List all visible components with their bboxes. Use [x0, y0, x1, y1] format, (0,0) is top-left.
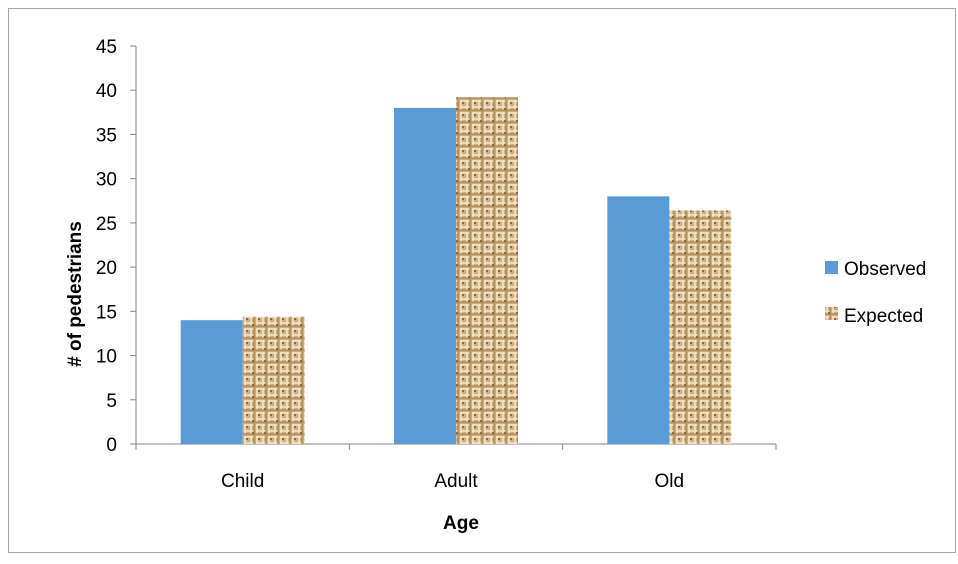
bar-observed-adult: [394, 107, 456, 445]
y-tick-label: 10: [96, 347, 117, 368]
y-axis: [130, 45, 137, 445]
y-tick-label: 35: [96, 125, 117, 146]
x-tick-label-child: Child: [221, 471, 264, 492]
x-axis-title: Age: [443, 513, 479, 534]
y-tick-labels: 0 5 10 15 20 25 30 35 40 45: [96, 37, 117, 456]
x-axis: [135, 443, 777, 450]
y-tick-label: 40: [96, 81, 117, 102]
legend-label-expected: Expected: [844, 306, 923, 327]
bar-observed-old: [607, 196, 670, 444]
y-tick-label: 15: [96, 302, 117, 323]
chart-frame: Child Adult Old 0 5 10 15 20 25 30 35 40 45 Age # o…: [8, 8, 956, 553]
bars: [180, 97, 732, 445]
bar-expected-child: [242, 316, 305, 444]
legend-label-observed: Observed: [844, 259, 926, 280]
x-tick-labels: Child Adult Old: [221, 471, 684, 492]
bar-expected-old: [669, 210, 732, 444]
bar-expected-adult: [456, 97, 518, 444]
bar-observed-child: [180, 320, 243, 444]
y-axis-title: # of pedestrians: [65, 221, 86, 367]
legend: Observed Expected: [825, 259, 926, 327]
y-tick-label: 25: [96, 214, 117, 235]
y-tick-label: 5: [106, 391, 117, 412]
y-tick-label: 45: [96, 37, 117, 58]
y-tick-label: 30: [96, 170, 117, 191]
legend-swatch-expected: [825, 307, 838, 320]
legend-swatch-observed: [825, 261, 838, 274]
bar-chart: Child Adult Old 0 5 10 15 20 25 30 35 40 45 Age # o…: [65, 37, 926, 534]
x-tick-label-adult: Adult: [434, 471, 478, 492]
y-tick-label: 20: [96, 258, 117, 279]
y-tick-label: 0: [106, 435, 117, 456]
x-tick-label-old: Old: [655, 471, 685, 492]
